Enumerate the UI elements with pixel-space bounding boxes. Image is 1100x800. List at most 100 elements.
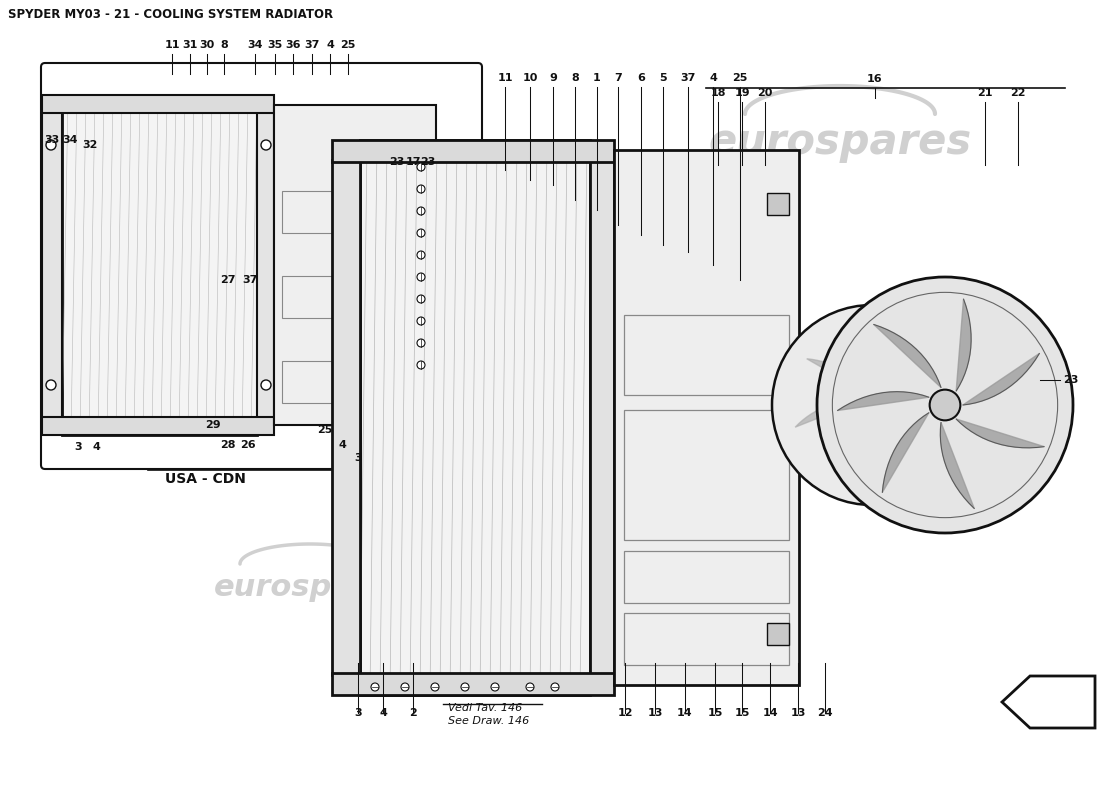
- Text: SPYDER MY03 - 21 - COOLING SYSTEM RADIATOR: SPYDER MY03 - 21 - COOLING SYSTEM RADIAT…: [8, 8, 333, 21]
- Polygon shape: [872, 419, 911, 475]
- Circle shape: [461, 683, 469, 691]
- Bar: [360, 140, 590, 695]
- Text: 15: 15: [735, 708, 750, 718]
- Polygon shape: [806, 358, 866, 393]
- Text: 33: 33: [44, 135, 59, 145]
- Circle shape: [930, 390, 960, 420]
- Text: 7: 7: [614, 73, 622, 83]
- Polygon shape: [886, 352, 932, 402]
- Circle shape: [417, 317, 425, 325]
- Circle shape: [417, 339, 425, 347]
- Text: eurospares: eurospares: [213, 573, 406, 602]
- Circle shape: [261, 380, 271, 390]
- Text: 37: 37: [680, 73, 695, 83]
- Text: 35: 35: [267, 40, 283, 50]
- Bar: [282, 276, 428, 318]
- Bar: [274, 105, 436, 425]
- Text: 4: 4: [710, 73, 717, 83]
- Text: 13: 13: [790, 708, 805, 718]
- Polygon shape: [873, 325, 940, 387]
- Text: 14: 14: [678, 708, 693, 718]
- Circle shape: [371, 683, 380, 691]
- Text: 10: 10: [522, 73, 538, 83]
- Circle shape: [526, 683, 534, 691]
- Text: 5: 5: [659, 73, 667, 83]
- Text: 16: 16: [867, 74, 883, 84]
- Text: 34: 34: [248, 40, 263, 50]
- Text: See Draw. 146: See Draw. 146: [448, 716, 529, 726]
- Bar: [282, 191, 428, 233]
- Polygon shape: [940, 422, 975, 509]
- Text: 4: 4: [92, 442, 100, 452]
- Text: 15: 15: [707, 708, 723, 718]
- Circle shape: [417, 207, 425, 215]
- Polygon shape: [868, 325, 881, 392]
- Circle shape: [551, 683, 559, 691]
- Text: eurospares: eurospares: [708, 121, 971, 163]
- Bar: [257, 110, 274, 420]
- Bar: [624, 613, 789, 665]
- Text: 20: 20: [757, 88, 772, 98]
- Circle shape: [491, 683, 499, 691]
- Text: 12: 12: [617, 708, 632, 718]
- Text: 37: 37: [305, 40, 320, 50]
- Text: 4: 4: [338, 440, 345, 450]
- Circle shape: [860, 393, 884, 417]
- Text: 3: 3: [74, 442, 81, 452]
- Bar: [332, 140, 614, 162]
- Circle shape: [417, 185, 425, 193]
- Text: 11: 11: [497, 73, 513, 83]
- Bar: [42, 95, 274, 113]
- Text: 13: 13: [647, 708, 662, 718]
- Text: 30: 30: [199, 40, 214, 50]
- Text: 34: 34: [63, 135, 78, 145]
- Text: USA - CDN: USA - CDN: [165, 472, 246, 486]
- Text: 27: 27: [220, 275, 235, 285]
- Circle shape: [46, 380, 56, 390]
- Text: 29: 29: [206, 420, 221, 430]
- Bar: [42, 417, 274, 435]
- Text: 23: 23: [420, 157, 436, 167]
- Circle shape: [46, 140, 56, 150]
- Text: 22: 22: [1010, 88, 1025, 98]
- Text: 4: 4: [379, 708, 387, 718]
- Text: 24: 24: [817, 708, 833, 718]
- Text: 8: 8: [571, 73, 579, 83]
- Text: 19: 19: [734, 88, 750, 98]
- Circle shape: [417, 229, 425, 237]
- Bar: [624, 410, 789, 540]
- Text: 3: 3: [354, 708, 362, 718]
- Text: 4: 4: [326, 40, 334, 50]
- Circle shape: [417, 251, 425, 259]
- Text: 3: 3: [354, 453, 362, 463]
- Polygon shape: [837, 392, 928, 410]
- Bar: [767, 193, 789, 215]
- Bar: [624, 315, 789, 395]
- Circle shape: [417, 273, 425, 281]
- Bar: [332, 673, 614, 695]
- Bar: [624, 551, 789, 603]
- Text: 26: 26: [240, 440, 256, 450]
- Circle shape: [772, 305, 972, 505]
- Text: 23: 23: [1063, 375, 1078, 385]
- Text: 25: 25: [317, 425, 332, 435]
- Text: 2: 2: [409, 708, 417, 718]
- Polygon shape: [956, 299, 971, 391]
- Text: 8: 8: [220, 40, 228, 50]
- Text: 17: 17: [405, 157, 420, 167]
- Text: 11: 11: [164, 40, 179, 50]
- Circle shape: [417, 295, 425, 303]
- Text: 1: 1: [593, 73, 601, 83]
- Polygon shape: [882, 413, 928, 492]
- Text: 25: 25: [340, 40, 355, 50]
- Circle shape: [817, 277, 1072, 533]
- Circle shape: [431, 683, 439, 691]
- Circle shape: [417, 361, 425, 369]
- Bar: [62, 95, 257, 435]
- Text: 9: 9: [549, 73, 557, 83]
- Polygon shape: [840, 414, 861, 479]
- Circle shape: [417, 163, 425, 171]
- Text: Vedi Tav. 146: Vedi Tav. 146: [448, 703, 522, 713]
- Circle shape: [402, 683, 409, 691]
- Polygon shape: [883, 414, 950, 424]
